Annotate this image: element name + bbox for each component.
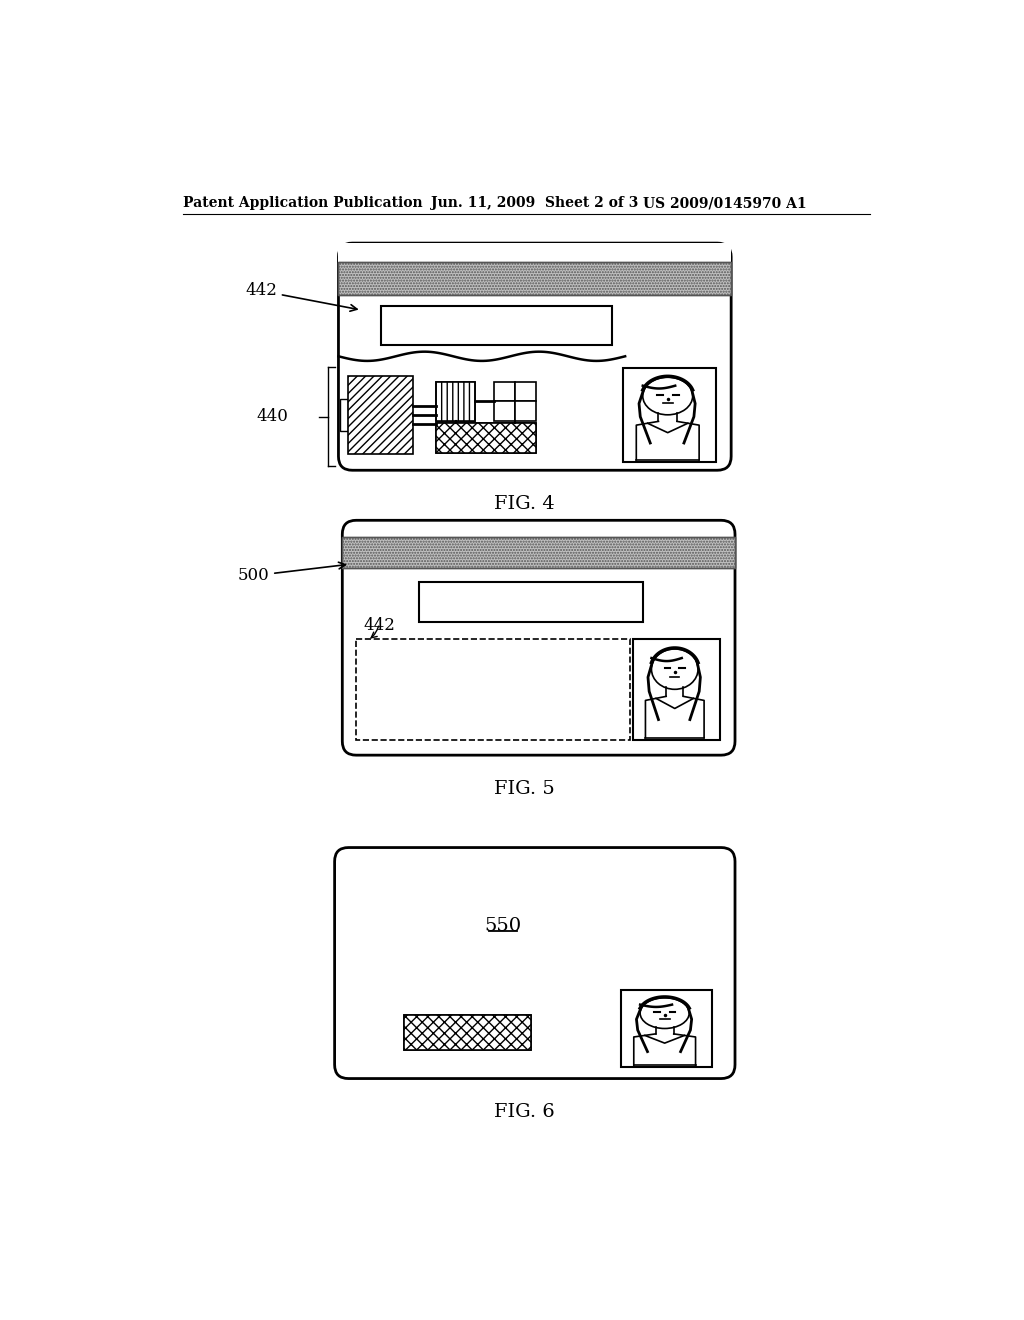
Bar	[436, 424, 537, 453]
Text: FIG. 6: FIG. 6	[495, 1104, 555, 1121]
Bar	[348, 376, 413, 454]
Bar	[342, 537, 735, 568]
Text: Jun. 11, 2009  Sheet 2 of 3: Jun. 11, 2009 Sheet 2 of 3	[431, 197, 638, 210]
Text: Patent Application Publication: Patent Application Publication	[183, 197, 423, 210]
Bar	[494, 381, 515, 401]
Bar	[356, 639, 630, 739]
Bar	[621, 990, 712, 1067]
Bar	[342, 537, 735, 568]
FancyBboxPatch shape	[339, 243, 731, 470]
Bar	[339, 243, 731, 263]
Bar	[340, 399, 348, 430]
Text: 500: 500	[238, 562, 345, 585]
Bar	[515, 401, 537, 421]
FancyBboxPatch shape	[335, 847, 735, 1078]
Text: 442: 442	[364, 618, 395, 635]
Text: US 2009/0145970 A1: US 2009/0145970 A1	[643, 197, 806, 210]
Bar	[419, 582, 643, 622]
Bar	[339, 263, 731, 294]
Bar	[339, 263, 731, 294]
Text: 550: 550	[484, 917, 521, 935]
FancyBboxPatch shape	[342, 520, 735, 755]
Bar	[634, 639, 720, 739]
Text: 442: 442	[245, 282, 357, 312]
Bar	[436, 381, 475, 421]
Bar	[436, 424, 537, 453]
Text: FIG. 4: FIG. 4	[495, 495, 555, 513]
Text: FIG. 5: FIG. 5	[495, 780, 555, 797]
Bar	[624, 368, 716, 462]
Bar	[403, 1015, 531, 1051]
Bar	[403, 1015, 531, 1051]
Bar	[381, 306, 611, 345]
Bar	[436, 381, 475, 421]
Ellipse shape	[643, 378, 692, 414]
Bar	[515, 381, 537, 401]
Ellipse shape	[640, 998, 689, 1028]
Bar	[494, 401, 515, 421]
Ellipse shape	[651, 649, 698, 689]
Text: 440: 440	[257, 408, 289, 425]
